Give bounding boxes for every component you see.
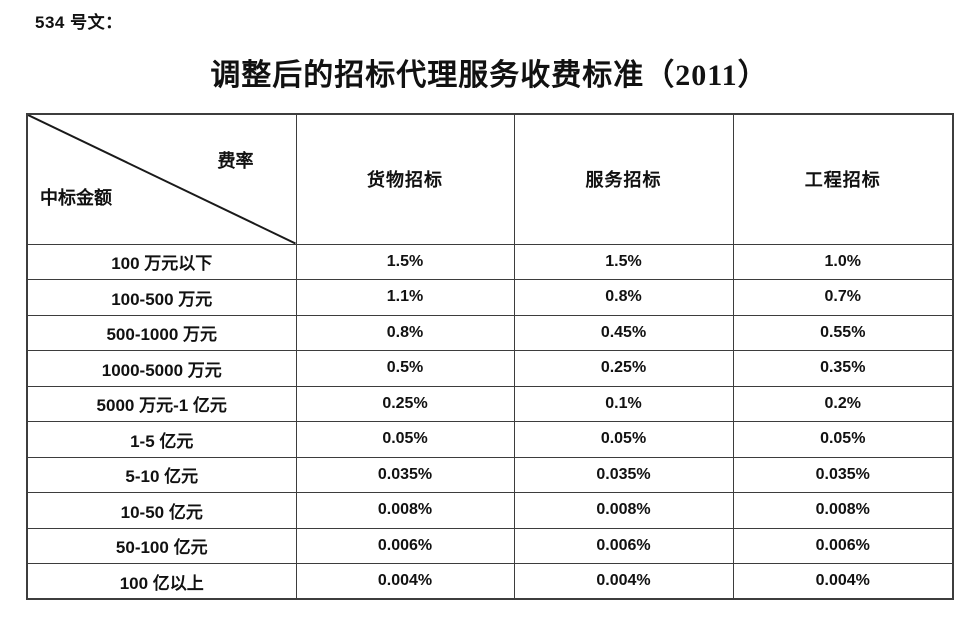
rate-cell-services: 0.008% [513,492,734,529]
row-label: 50-100 亿元 [26,527,297,564]
table-row: 10-50 亿元 0.008% 0.008% 0.008% [26,492,954,529]
rate-cell-services: 0.45% [513,314,734,351]
column-header-engineering: 工程招标 [732,113,954,245]
rate-cell-engineering: 0.05% [732,421,954,458]
row-label: 100-500 万元 [26,279,297,316]
column-header-goods: 货物招标 [295,113,515,245]
rate-cell-goods: 0.006% [295,527,515,564]
table-header-row: 费率 中标金额 货物招标 服务招标 工程招标 [26,113,954,245]
fee-rate-table: 费率 中标金额 货物招标 服务招标 工程招标 100 万元以下 1.5% 1.5… [26,113,954,600]
row-label: 100 亿以上 [26,563,297,600]
diagonal-divider-line [28,115,296,244]
rate-cell-engineering: 0.55% [732,314,954,351]
rate-cell-engineering: 0.008% [732,492,954,529]
table-row: 5-10 亿元 0.035% 0.035% 0.035% [26,456,954,493]
rate-cell-services: 0.004% [513,563,734,600]
page-title: 调整后的招标代理服务收费标准（2011） [210,59,769,92]
document-number-label: 534 号文： [35,13,123,32]
rate-cell-services: 1.5% [513,243,734,280]
corner-label-rate: 费率 [217,151,254,171]
rate-cell-engineering: 0.2% [732,385,954,422]
row-label: 1000-5000 万元 [26,350,297,387]
table-row: 100 万元以下 1.5% 1.5% 1.0% [26,243,954,280]
rate-cell-goods: 0.008% [295,492,515,529]
rate-cell-services: 0.05% [513,421,734,458]
column-header-services: 服务招标 [513,113,734,245]
rate-cell-goods: 1.5% [295,243,515,280]
rate-cell-services: 0.25% [513,350,734,387]
table-row: 50-100 亿元 0.006% 0.006% 0.006% [26,527,954,564]
rate-cell-goods: 1.1% [295,279,515,316]
rate-cell-goods: 0.25% [295,385,515,422]
table-row: 1000-5000 万元 0.5% 0.25% 0.35% [26,350,954,387]
rate-cell-services: 0.006% [513,527,734,564]
table-row: 1-5 亿元 0.05% 0.05% 0.05% [26,421,954,458]
rate-cell-goods: 0.035% [295,456,515,493]
rate-cell-goods: 0.004% [295,563,515,600]
rate-cell-services: 0.1% [513,385,734,422]
row-label: 100 万元以下 [26,243,297,280]
row-label: 10-50 亿元 [26,492,297,529]
rate-cell-engineering: 0.004% [732,563,954,600]
rate-cell-engineering: 0.006% [732,527,954,564]
table-row: 100-500 万元 1.1% 0.8% 0.7% [26,279,954,316]
row-label: 1-5 亿元 [26,421,297,458]
rate-cell-services: 0.035% [513,456,734,493]
row-label: 5000 万元-1 亿元 [26,385,297,422]
rate-cell-engineering: 1.0% [732,243,954,280]
table-row: 100 亿以上 0.004% 0.004% 0.004% [26,563,954,600]
diagonal-corner-cell: 费率 中标金额 [26,113,297,245]
rate-cell-engineering: 0.7% [732,279,954,316]
rate-cell-engineering: 0.35% [732,350,954,387]
rate-cell-services: 0.8% [513,279,734,316]
corner-label-amount: 中标金额 [40,187,112,208]
table-row: 5000 万元-1 亿元 0.25% 0.1% 0.2% [26,385,954,422]
rate-cell-goods: 0.5% [295,350,515,387]
rate-cell-goods: 0.8% [295,314,515,351]
row-label: 5-10 亿元 [26,456,297,493]
table-row: 500-1000 万元 0.8% 0.45% 0.55% [26,314,954,351]
rate-cell-goods: 0.05% [295,421,515,458]
rate-cell-engineering: 0.035% [732,456,954,493]
row-label: 500-1000 万元 [26,314,297,351]
